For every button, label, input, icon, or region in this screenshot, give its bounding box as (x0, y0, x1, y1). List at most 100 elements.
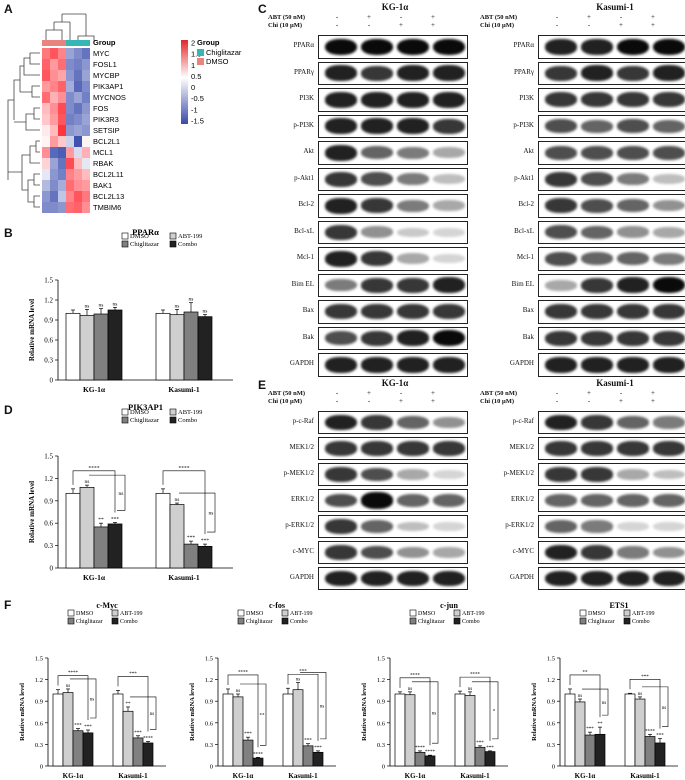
heatmap-cell (50, 158, 58, 169)
bar (65, 492, 81, 569)
legend-label: ABT-199 (178, 233, 202, 240)
heatmap-cell (58, 125, 66, 136)
chart-title: c-Myc (96, 601, 118, 610)
legend-swatch (169, 416, 177, 424)
blot-band (617, 92, 649, 108)
bracket-label: ns (662, 706, 667, 711)
blot-band (653, 119, 685, 133)
gene-label: FOS (93, 104, 108, 113)
y-tick-label: 0.3 (44, 542, 53, 550)
blot-lane (538, 567, 685, 590)
blot-band (433, 147, 465, 159)
bar (292, 689, 304, 767)
blot-lane (318, 567, 468, 590)
blot-band (433, 200, 465, 212)
blot-band (617, 330, 649, 346)
comparison-bracket (72, 470, 116, 513)
y-tick-label: 1.5 (44, 277, 53, 285)
blot-lane (318, 437, 468, 460)
blot-band (653, 416, 685, 429)
blot-band (433, 570, 465, 587)
condition-sign: + (651, 13, 655, 21)
bar (122, 710, 134, 767)
color-scale-bar (181, 40, 188, 124)
blot-band (397, 277, 429, 293)
y-tick-label: 1.2 (547, 677, 555, 684)
blot-row-label: p-MEK1/2 (503, 469, 534, 477)
legend-swatch (409, 609, 417, 617)
bar (232, 696, 244, 767)
y-tick-label: 0.9 (547, 699, 555, 706)
bar (242, 739, 254, 767)
blot-band (397, 38, 429, 55)
significance-label: ns (189, 297, 194, 303)
heatmap-cell (42, 48, 50, 59)
heatmap-cell (74, 202, 82, 213)
blot-band (397, 441, 429, 456)
blot-band (433, 91, 465, 108)
blot-row-label: PI3K (519, 94, 534, 103)
blot-band (361, 38, 393, 55)
blot-band (545, 544, 577, 561)
scale-tick-label: 1 (191, 61, 195, 70)
blot-band (325, 91, 357, 108)
legend-label: ABT-199 (178, 409, 202, 416)
bar (222, 693, 234, 767)
blot-row-label: c-MYC (292, 547, 314, 555)
bracket-label: ns (602, 701, 607, 706)
gene-label: TMBIM6 (93, 203, 121, 212)
blot-band (581, 494, 613, 507)
blot-lane (318, 61, 468, 85)
heatmap-cell (74, 59, 82, 70)
condition-sign: + (431, 13, 435, 21)
blot-band (325, 38, 357, 55)
bar (132, 737, 144, 767)
blot-band (325, 331, 357, 346)
comparison-bracket (629, 678, 661, 729)
heatmap-cell (66, 103, 74, 114)
blot-lane (318, 463, 468, 486)
heatmap-cell (66, 202, 74, 213)
bracket-label: ** (260, 714, 266, 719)
significance-label: *** (476, 741, 484, 746)
heatmap-cell (42, 136, 50, 147)
condition-sign: - (555, 389, 559, 397)
heatmap-cell (58, 92, 66, 103)
blot-row-label: Bak (302, 332, 314, 341)
gene-label: FOSL1 (93, 60, 117, 69)
blot-band (325, 493, 357, 508)
heatmap-cell (42, 103, 50, 114)
column-dendrogram (45, 13, 95, 42)
blot-title: Kasumi-1 (596, 378, 634, 388)
gene-label: PIK3AP1 (93, 82, 123, 91)
blot-band (581, 570, 613, 587)
blot-band (433, 522, 465, 531)
condition-sign: + (367, 13, 371, 21)
blot-band (653, 469, 685, 480)
comparison-bracket (70, 678, 97, 719)
condition-sign: - (399, 13, 403, 21)
pik3ap1-bar-chart: PIK3AP1 0 0.3 0.6 0.9 1.2 1.5 Relative mRNA lev… (28, 402, 233, 582)
blot-band (325, 356, 357, 373)
blot-band (361, 91, 393, 108)
blot-band (653, 304, 685, 320)
heatmap-cell (58, 169, 66, 180)
y-axis-label: Relative mRNA level (28, 481, 36, 543)
blot-band (617, 304, 649, 320)
significance-label: **** (253, 752, 264, 757)
heatmap-cell (50, 70, 58, 81)
y-tick-label: 0.6 (377, 720, 386, 727)
blot-band (617, 469, 649, 480)
panel-f-chart: c-jun 0 0.3 0.6 0.9 1.2 1.5 Relative mRNA level… (361, 601, 508, 780)
blot-band (617, 416, 649, 429)
y-tick-label: 0 (210, 764, 213, 771)
blot-band (361, 304, 393, 320)
significance-label: *** (134, 731, 142, 736)
blot-row-label: Mcl-1 (516, 253, 534, 262)
heatmap-cell (58, 48, 66, 59)
blot-lane (538, 220, 685, 244)
bar (644, 736, 656, 767)
comparison-bracket (459, 676, 491, 741)
blot-band (325, 519, 357, 534)
legend-label: DMSO (588, 611, 606, 617)
